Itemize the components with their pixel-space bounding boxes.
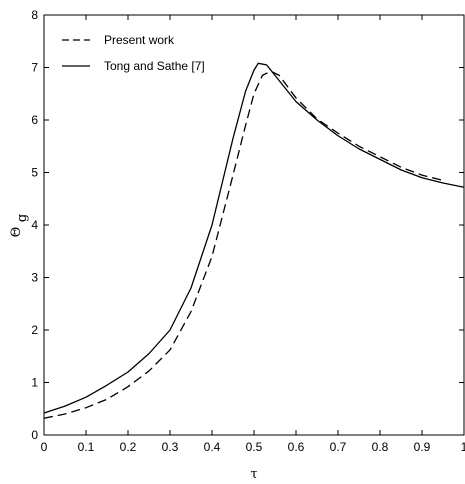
y-axis-label: Θ (9, 227, 24, 238)
y-axis-label-group: Θ g (9, 214, 30, 238)
y-tick-label: 3 (31, 271, 38, 285)
x-tick-label: 0.3 (162, 440, 179, 454)
y-tick-label: 8 (31, 8, 38, 22)
series-layer (43, 62, 465, 419)
y-tick-label: 0 (31, 428, 38, 442)
y-tick-label: 1 (31, 376, 38, 390)
y-tick-label: 7 (31, 61, 38, 75)
y-tick-label: 4 (31, 218, 38, 232)
x-tick-label: 0.9 (414, 440, 431, 454)
x-tick-label: 0.7 (330, 440, 347, 454)
x-tick-label: 0.4 (204, 440, 221, 454)
x-tick-label: 1 (461, 440, 465, 454)
x-tick-label: 0.8 (372, 440, 389, 454)
x-tick-label: 0.1 (78, 440, 95, 454)
x-tick-label: 0 (41, 440, 48, 454)
x-tick-label: 0.6 (288, 440, 305, 454)
legend-label-present-work: Present work (104, 33, 175, 47)
y-axis-label-subscript: g (15, 214, 30, 222)
legend: Present work Tong and Sathe [7] (62, 33, 205, 73)
y-tick-label: 6 (31, 113, 38, 127)
x-tick-label: 0.5 (246, 440, 263, 454)
y-tick-label: 5 (31, 166, 38, 180)
x-tick-label: 0.2 (120, 440, 137, 454)
y-axis-ticks: 0 1 2 3 4 5 6 7 8 (31, 8, 464, 442)
series-line-tong-and-sathe-7 (43, 62, 465, 414)
x-axis-label: τ (250, 467, 257, 482)
x-axis-ticks: 0 0.1 0.2 0.3 0.4 0.5 0.6 0.7 0.8 0.9 1 (41, 15, 465, 454)
plot-area (43, 14, 465, 436)
legend-label-tong-and-sathe: Tong and Sathe [7] (104, 59, 205, 73)
y-tick-label: 2 (31, 323, 38, 337)
